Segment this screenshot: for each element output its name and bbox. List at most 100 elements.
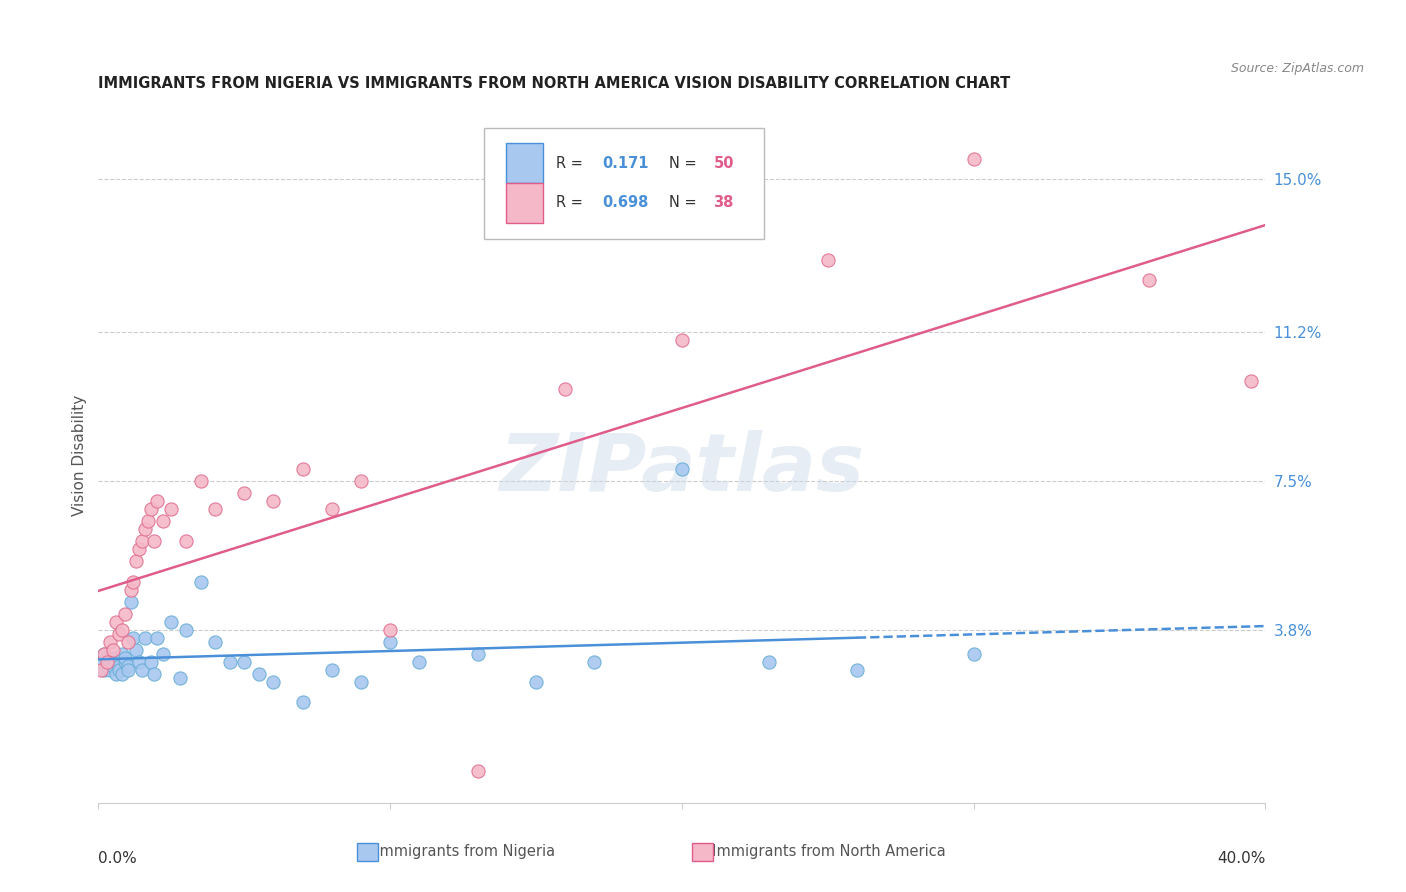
Text: N =: N = xyxy=(669,155,702,170)
Text: 0.698: 0.698 xyxy=(603,195,650,211)
Point xyxy=(218,655,240,669)
Point xyxy=(142,534,165,549)
Point xyxy=(204,502,226,516)
Text: R =: R = xyxy=(555,155,588,170)
Text: R =: R = xyxy=(555,195,588,211)
Point xyxy=(962,647,984,661)
Point xyxy=(152,647,174,661)
Point xyxy=(108,659,131,673)
Point xyxy=(169,671,191,685)
Point xyxy=(101,659,124,673)
Point xyxy=(262,494,284,508)
Point xyxy=(262,675,284,690)
Text: Immigrants from North America: Immigrants from North America xyxy=(703,845,946,859)
Point xyxy=(321,502,343,516)
Point xyxy=(131,663,153,677)
Point xyxy=(111,667,134,681)
Point xyxy=(146,631,169,645)
Point xyxy=(671,334,693,348)
Point xyxy=(758,655,780,669)
Point xyxy=(174,623,197,637)
Point xyxy=(846,663,869,677)
Text: ZIPatlas: ZIPatlas xyxy=(499,430,865,508)
Point xyxy=(321,663,343,677)
Point xyxy=(247,667,270,681)
Point xyxy=(233,655,256,669)
Point xyxy=(128,542,150,557)
Point xyxy=(1240,374,1263,388)
Point xyxy=(122,574,145,589)
Text: N =: N = xyxy=(669,195,702,211)
Text: 40.0%: 40.0% xyxy=(1218,851,1265,866)
Point xyxy=(146,494,169,508)
Point xyxy=(104,667,127,681)
Point xyxy=(117,659,139,673)
Point xyxy=(98,655,121,669)
Point xyxy=(174,534,197,549)
Point xyxy=(583,655,606,669)
Point xyxy=(467,764,489,778)
Point xyxy=(131,534,153,549)
Point xyxy=(108,663,131,677)
Point xyxy=(160,502,183,516)
Text: 0.171: 0.171 xyxy=(603,155,650,170)
Point xyxy=(125,643,148,657)
Point xyxy=(120,582,142,597)
Point xyxy=(1137,273,1160,287)
Point xyxy=(122,631,145,645)
Point xyxy=(524,675,547,690)
Point xyxy=(190,574,212,589)
Point xyxy=(380,623,402,637)
Point xyxy=(291,462,314,476)
Point xyxy=(96,655,118,669)
Text: 50: 50 xyxy=(713,155,734,170)
Point xyxy=(104,655,127,669)
Point xyxy=(160,615,183,629)
Point xyxy=(114,655,136,669)
Point xyxy=(817,252,839,267)
Point xyxy=(108,627,131,641)
Point xyxy=(96,651,118,665)
Point xyxy=(120,595,142,609)
Text: 38: 38 xyxy=(713,195,734,211)
Point xyxy=(408,655,430,669)
Point xyxy=(204,635,226,649)
Text: Immigrants from Nigeria: Immigrants from Nigeria xyxy=(366,845,555,859)
Point xyxy=(114,607,136,621)
FancyBboxPatch shape xyxy=(506,144,543,183)
Point xyxy=(291,695,314,709)
Text: Source: ZipAtlas.com: Source: ZipAtlas.com xyxy=(1230,62,1364,76)
Point xyxy=(93,663,115,677)
Point xyxy=(101,651,124,665)
Point xyxy=(350,474,373,488)
Point xyxy=(128,655,150,669)
Point xyxy=(111,647,134,661)
Point xyxy=(380,635,402,649)
FancyBboxPatch shape xyxy=(506,183,543,222)
Text: IMMIGRANTS FROM NIGERIA VS IMMIGRANTS FROM NORTH AMERICA VISION DISABILITY CORRE: IMMIGRANTS FROM NIGERIA VS IMMIGRANTS FR… xyxy=(98,76,1011,91)
Point xyxy=(139,655,162,669)
Point xyxy=(350,675,373,690)
Point xyxy=(962,153,984,167)
Point xyxy=(139,502,162,516)
Point xyxy=(104,615,127,629)
Point xyxy=(117,635,139,649)
Point xyxy=(98,663,121,677)
Point xyxy=(136,514,159,528)
Point xyxy=(90,663,112,677)
Point xyxy=(93,647,115,661)
Point xyxy=(554,382,576,396)
Point xyxy=(125,554,148,568)
Point xyxy=(98,635,121,649)
FancyBboxPatch shape xyxy=(484,128,763,239)
Point xyxy=(90,655,112,669)
Point xyxy=(190,474,212,488)
Text: 0.0%: 0.0% xyxy=(98,851,138,866)
Point xyxy=(467,647,489,661)
Point xyxy=(93,647,115,661)
Y-axis label: Vision Disability: Vision Disability xyxy=(72,394,87,516)
Point xyxy=(114,651,136,665)
Point xyxy=(111,623,134,637)
Point xyxy=(134,631,156,645)
Point xyxy=(233,486,256,500)
